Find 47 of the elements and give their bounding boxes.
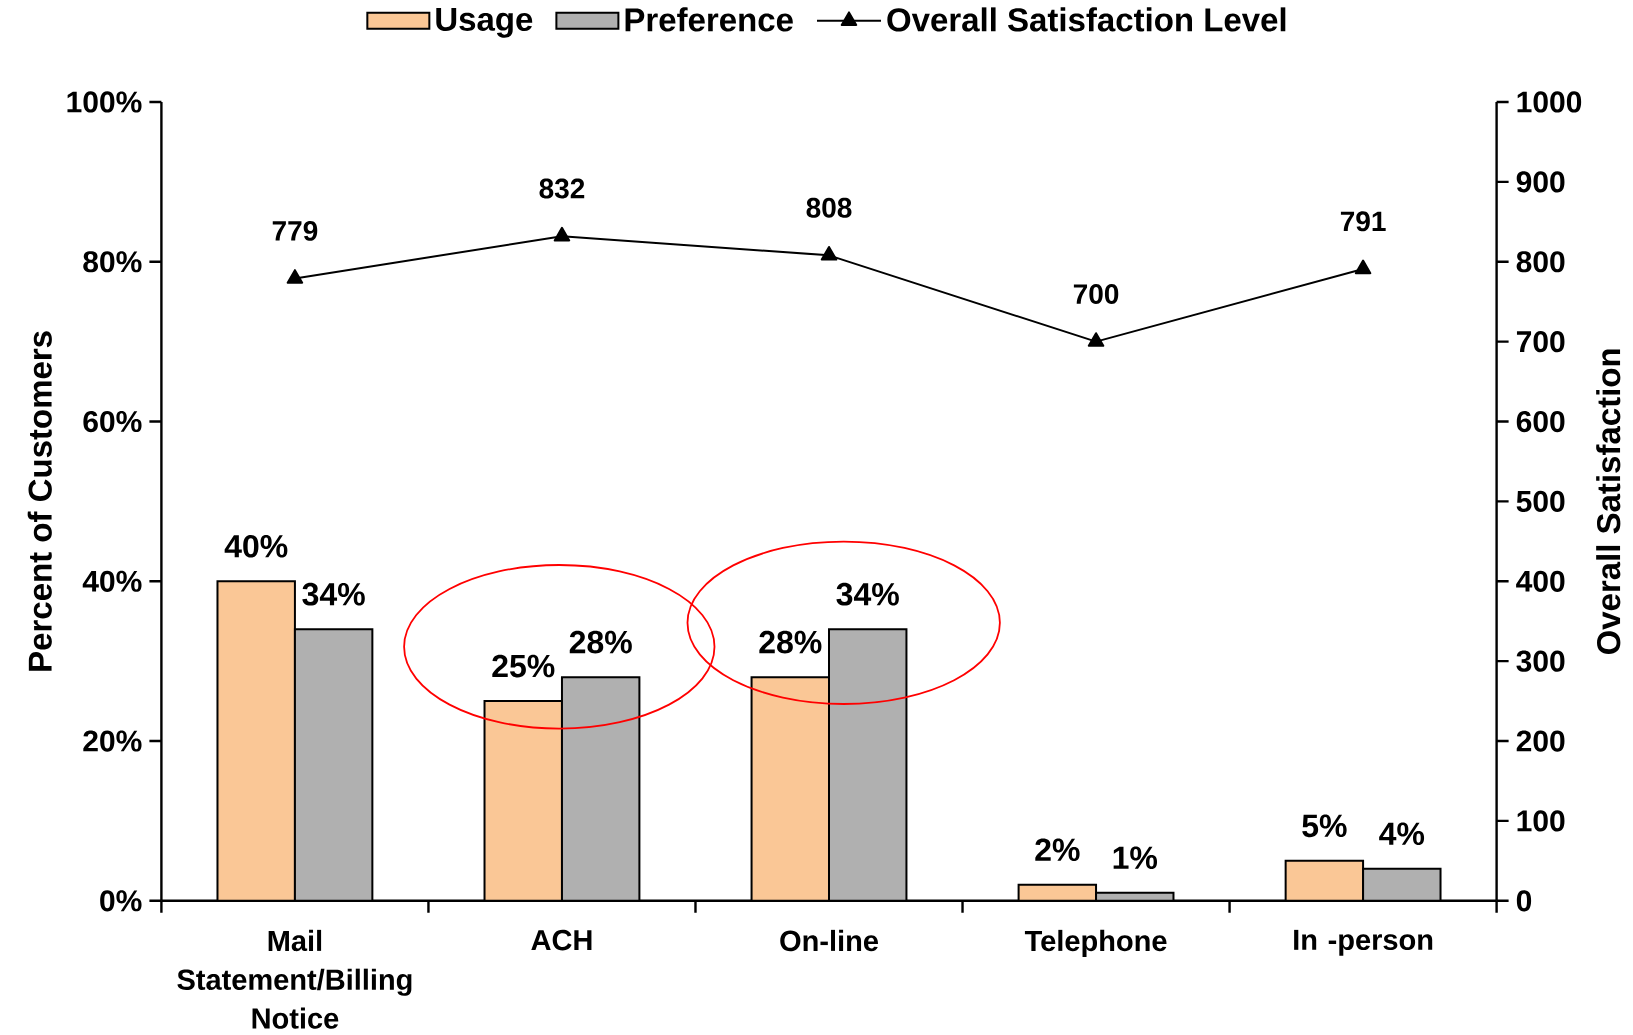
y2-tick-label: 1000 [1517,91,1582,113]
data-label: 4% [1379,822,1425,846]
y-tick-label: 40% [82,570,142,592]
y2-tick-label: 900 [1516,171,1565,193]
data-label: 808 [806,197,852,218]
data-label: 25% [492,654,555,678]
data-label: 34% [302,582,365,606]
data-label: 5% [1302,814,1347,838]
legend-label: Usage [436,7,533,38]
y2-tick-label: 700 [1516,331,1565,353]
point [1354,259,1372,275]
y-axis-title: Percent of Customers [27,331,52,671]
legend-label: Overall Satisfaction Level [887,7,1286,32]
data-label: 2% [1035,838,1080,862]
y2-tick-label: 300 [1516,650,1565,672]
point [820,245,838,261]
point [553,226,571,242]
y2-tick-label: 500 [1516,490,1565,513]
data-label: 40% [224,534,288,558]
y-tick-label: 60% [83,410,142,433]
y2-tick-label: 400 [1516,570,1565,592]
y-tick-label: 80% [83,251,142,273]
data-label: 832 [539,178,585,199]
data-label: 791 [1340,211,1386,232]
x-tick-label: Telephone [1024,929,1167,957]
data-label: 28% [759,630,822,654]
y2-axis-title: Overall Satisfaction [1596,349,1621,655]
y2-tick-label: 600 [1516,410,1565,433]
y2-tick-label: 800 [1516,251,1565,273]
y-tick-label: 20% [83,730,142,752]
point [286,269,304,284]
y2-tick-label: 200 [1516,730,1565,752]
data-label: 28% [569,630,632,654]
x-tick-label: ACH [531,929,592,951]
x-tick-label: In -person [1294,929,1433,956]
y2-tick-label: 100 [1517,810,1565,832]
data-label: 779 [272,220,318,241]
y-tick-label: 100% [67,91,142,113]
x-tick-label: Mail Statement/Billing Notice [177,929,412,1029]
x-tick-label: On-line [780,929,878,952]
point [1087,332,1105,347]
y-tick-label: 0% [100,890,142,912]
y2-tick-label: 0 [1516,890,1532,912]
data-label: 700 [1073,284,1119,304]
data-label: 34% [836,582,899,606]
legend-label: Preference [625,7,793,32]
data-label: 1% [1113,846,1158,870]
